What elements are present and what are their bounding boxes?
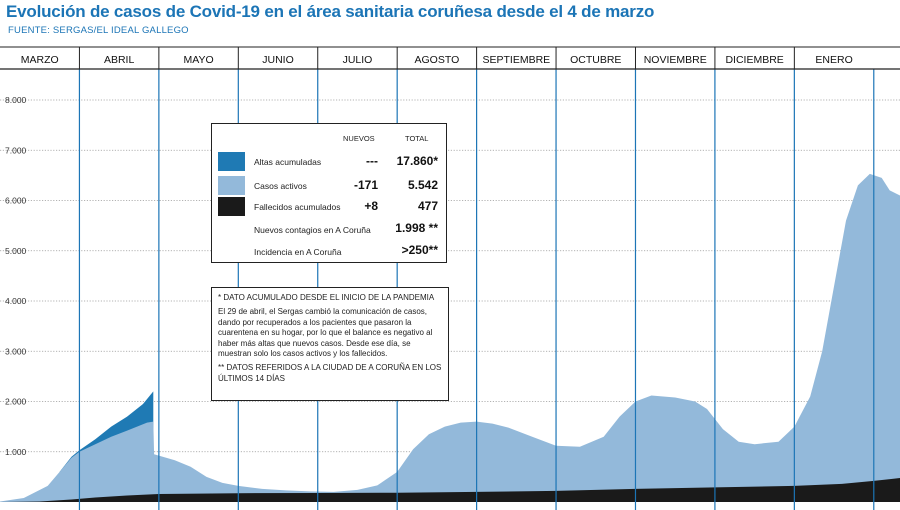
legend-new-fallecidos: +8 [364,199,378,213]
altas-swatch [218,152,245,171]
y-axis-ticks: 1.000 2.000 3.000 4.000 5.000 6.000 7.000 8.000 [5,95,27,457]
legend-box: NUEVOS TOTAL Altas acumuladas --- 17.860… [211,123,447,263]
note-cumulative: * DATO ACUMULADO DESDE EL INICIO DE LA P… [218,293,435,302]
chart-title: Evolución de casos de Covid-19 en el áre… [6,2,655,21]
month-header: MARZO ABRIL MAYO JUNIO JULIO AGOSTO SEPTIEMBRE… [0,46,900,70]
note-city-data: ** DATOS REFERIDOS A LA CIUDAD DE A CORU… [218,363,442,383]
month-label-octubre: OCTUBRE [570,54,621,66]
month-label-julio: JULIO [343,54,373,66]
legend-label-activos: Casos activos [254,181,307,191]
y-tick-1000: 1.000 [5,447,27,457]
y-tick-4000: 4.000 [5,296,27,306]
activos-swatch [218,176,245,195]
y-tick-6000: 6.000 [5,196,27,206]
month-label-marzo: MARZO [21,54,59,66]
series-activos-area [0,173,900,502]
source-credit: FUENTE: SERGAS/EL IDEAL GALLEGO [8,25,189,36]
fallecidos-swatch [218,197,245,216]
legend-col-total-header: TOTAL [405,134,429,143]
legend-label-fallecidos: Fallecidos acumulados [254,202,341,212]
notes-box: * DATO ACUMULADO DESDE EL INICIO DE LA P… [211,287,449,401]
y-tick-8000: 8.000 [5,95,27,105]
note-method-change: El 29 de abril, el Sergas cambió la comu… [218,307,433,359]
data-areas [0,173,900,502]
month-label-septiembre: SEPTIEMBRE [482,54,550,66]
month-label-mayo: MAYO [184,54,214,66]
month-label-abril: ABRIL [104,54,135,66]
y-tick-3000: 3.000 [5,346,27,356]
legend-total-contagios: 1.998 ** [395,221,438,235]
month-label-agosto: AGOSTO [415,54,460,66]
legend-total-activos: 5.542 [407,178,438,192]
legend-label-altas: Altas acumuladas [254,157,322,167]
y-tick-2000: 2.000 [5,397,27,407]
series-fallecidos-area [0,478,900,502]
month-label-diciembre: DICIEMBRE [725,54,783,66]
legend-label-incidencia: Incidencia en A Coruña [254,247,342,257]
y-tick-5000: 5.000 [5,246,27,256]
legend-total-fallecidos: 477 [417,199,438,213]
legend-total-incidencia: >250** [401,243,438,257]
legend-label-contagios: Nuevos contagios en A Coruña [254,225,371,235]
legend-new-altas: --- [366,154,378,168]
grid-lines [0,99,900,453]
legend-col-new-header: NUEVOS [343,134,375,143]
month-label-noviembre: NOVIEMBRE [644,54,707,66]
month-label-enero: ENERO [815,54,852,66]
month-lines [78,69,875,510]
legend-new-activos: -171 [353,178,378,192]
y-tick-7000: 7.000 [5,145,27,155]
month-label-junio: JUNIO [262,54,294,66]
legend-total-altas: 17.860* [396,154,438,168]
